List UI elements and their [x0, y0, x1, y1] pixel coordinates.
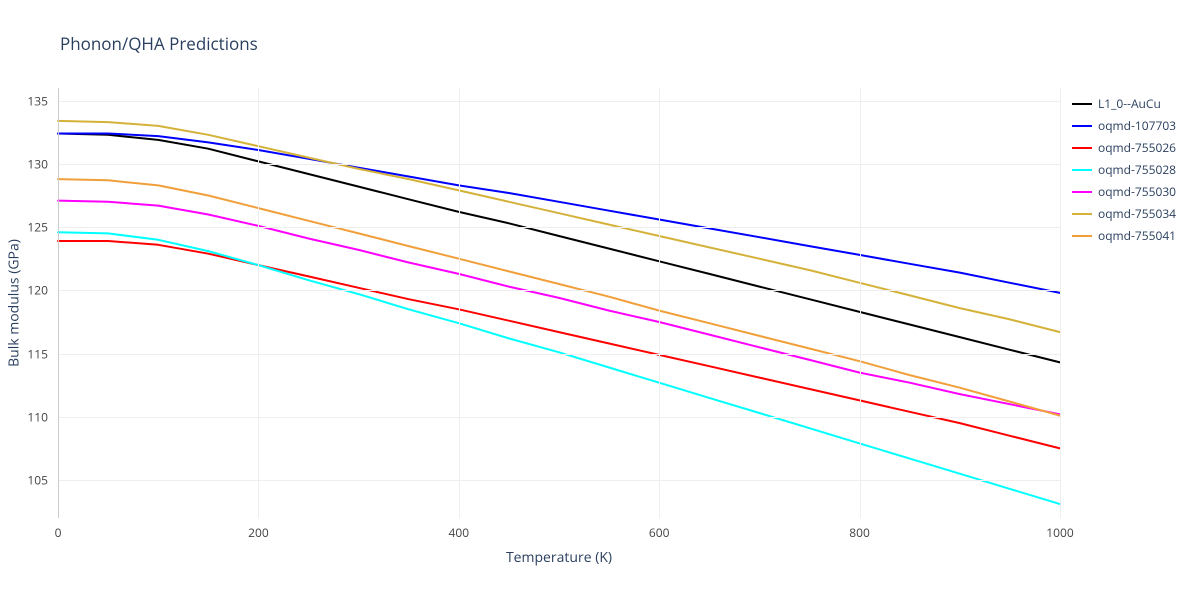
y-tick-label: 110	[27, 408, 48, 425]
y-gridline	[58, 354, 1060, 355]
legend-item[interactable]: oqmd-755028	[1072, 160, 1176, 179]
legend-label: oqmd-755041	[1098, 227, 1176, 244]
legend-swatch	[1072, 125, 1092, 127]
chart-lines	[58, 88, 1060, 518]
legend-swatch	[1072, 235, 1092, 237]
x-axis-label: Temperature (K)	[506, 548, 612, 567]
legend: L1_0--AuCu oqmd-107703 oqmd-755026 oqmd-755…	[1072, 94, 1176, 248]
y-tick-label: 135	[27, 92, 48, 109]
x-tick-label: 200	[248, 524, 269, 541]
legend-label: oqmd-755034	[1098, 205, 1176, 222]
legend-item[interactable]: oqmd-755030	[1072, 182, 1176, 201]
series-line	[58, 232, 1060, 504]
y-gridline	[58, 164, 1060, 165]
chart-container: Phonon/QHA Predictions 10511011512012513…	[0, 0, 1200, 600]
x-gridline	[860, 88, 861, 518]
legend-swatch	[1072, 169, 1092, 171]
y-tick-label: 105	[27, 472, 48, 489]
y-axis-label: Bulk modulus (GPa)	[5, 239, 24, 367]
y-gridline	[58, 290, 1060, 291]
y-gridline	[58, 227, 1060, 228]
legend-item[interactable]: oqmd-755034	[1072, 204, 1176, 223]
legend-label: oqmd-755028	[1098, 161, 1176, 178]
legend-label: oqmd-755026	[1098, 139, 1176, 156]
chart-title: Phonon/QHA Predictions	[60, 32, 258, 55]
legend-item[interactable]: L1_0--AuCu	[1072, 94, 1176, 113]
x-gridline	[659, 88, 660, 518]
legend-item[interactable]: oqmd-755026	[1072, 138, 1176, 157]
series-line	[58, 201, 1060, 415]
legend-swatch	[1072, 147, 1092, 149]
x-gridline	[258, 88, 259, 518]
x-tick-label: 600	[649, 524, 670, 541]
y-tick-label: 120	[27, 282, 48, 299]
x-tick-label: 400	[449, 524, 470, 541]
plot-area: 10511011512012513013502004006008001000	[58, 88, 1060, 518]
legend-swatch	[1072, 103, 1092, 105]
legend-item[interactable]: oqmd-755041	[1072, 226, 1176, 245]
legend-swatch	[1072, 213, 1092, 215]
x-gridline	[459, 88, 460, 518]
x-gridline	[58, 88, 59, 518]
legend-label: oqmd-107703	[1098, 117, 1176, 134]
y-gridline	[58, 101, 1060, 102]
y-gridline	[58, 417, 1060, 418]
series-line	[58, 134, 1060, 363]
y-tick-label: 130	[27, 155, 48, 172]
y-gridline	[58, 480, 1060, 481]
x-tick-label: 0	[55, 524, 62, 541]
x-gridline	[1060, 88, 1061, 518]
y-tick-label: 125	[27, 219, 48, 236]
x-tick-label: 1000	[1046, 524, 1073, 541]
legend-label: oqmd-755030	[1098, 183, 1176, 200]
legend-item[interactable]: oqmd-107703	[1072, 116, 1176, 135]
legend-swatch	[1072, 191, 1092, 193]
y-tick-label: 115	[27, 345, 48, 362]
legend-label: L1_0--AuCu	[1098, 95, 1161, 112]
x-tick-label: 800	[849, 524, 870, 541]
